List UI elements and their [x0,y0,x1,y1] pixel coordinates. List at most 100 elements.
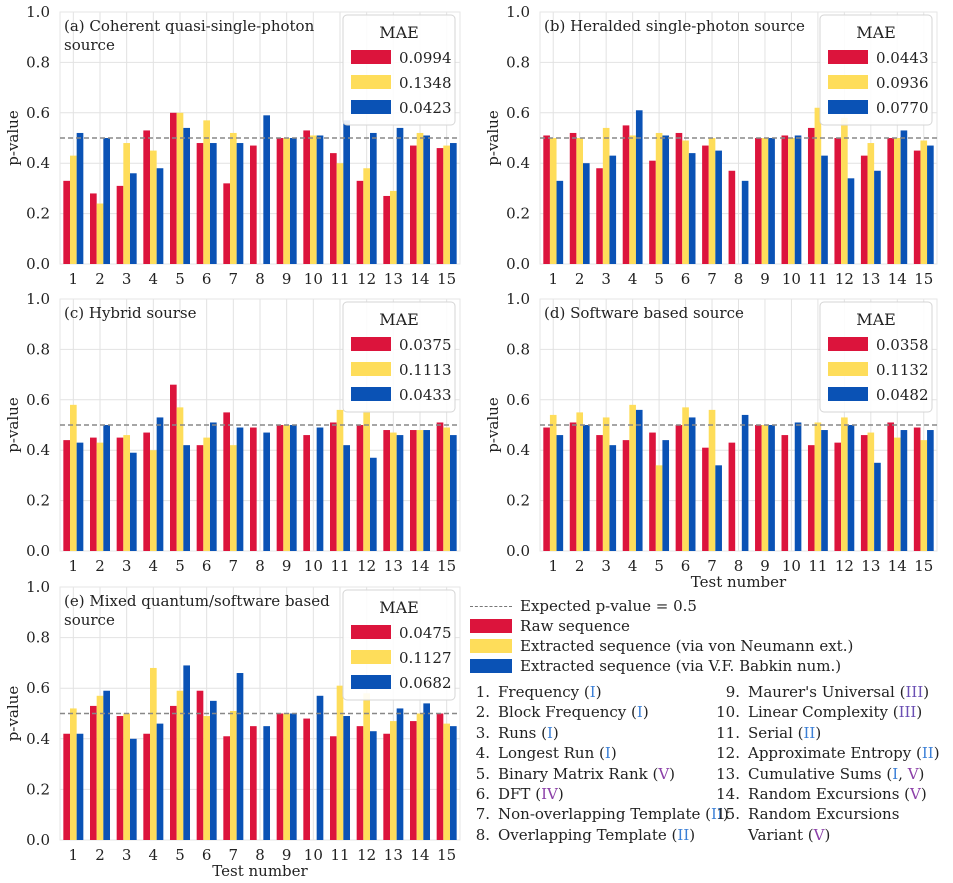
x-tick-label: 13 [384,846,403,864]
x-tick-label: 10 [782,557,801,575]
test-name: Random Excursions [748,785,900,804]
legend-babkin-swatch [470,659,512,673]
test-number: 8. [475,825,490,844]
test-class: (III) [887,703,923,722]
bar-neumann [682,407,689,551]
bar-neumann [283,425,290,551]
bar-neumann [336,163,344,264]
bar-babkin [103,425,110,551]
x-tick-label: 5 [175,557,185,575]
legend-expected-line [470,605,512,607]
bar-raw [436,422,444,551]
bar-raw [143,130,150,264]
test-number: 4. [475,744,490,763]
test-class-label: III [898,703,917,722]
bar-raw [63,180,70,264]
x-tick-label: 9 [760,557,770,575]
legend-raw-swatch [470,619,512,633]
bar-babkin [450,726,457,840]
test-name: Runs [498,723,537,742]
test-class: (V) [803,825,831,844]
y-axis-label: p-value [4,686,22,742]
bar-raw [116,437,124,551]
bar-neumann [390,190,397,264]
bar-neumann [549,414,557,551]
bar-raw [622,125,630,265]
bar-raw [303,435,310,551]
bar-raw [170,112,177,264]
bar-babkin [263,115,270,264]
x-tick-label: 12 [835,270,854,288]
test-item: 11. Serial (II) [716,723,940,743]
bar-babkin [768,425,775,551]
test-item: 14. Random Excursions (V) [716,784,940,804]
test-class: (V) [647,764,676,783]
x-tick-label: 7 [707,270,717,288]
test-class-label: I [604,744,611,763]
x-tick-label: 8 [734,270,744,288]
bar-raw [330,153,337,264]
bar-raw [834,138,842,264]
mae-legend-swatch [828,362,868,376]
mae-legend-value: 0.0482 [876,386,929,404]
x-tick-label: 10 [782,270,801,288]
test-item: 6. DFT (IV) [466,784,729,804]
x-tick-label: 13 [384,270,403,288]
y-axis-label: p-value [4,110,22,166]
mae-legend-box [819,14,933,126]
mae-legend-box [819,301,933,413]
bar-babkin [556,435,564,551]
test-name: Longest Run [498,744,595,763]
test-class-label: V [813,825,825,844]
bar-raw [807,445,815,551]
y-tick-label: 0.4 [506,154,530,172]
mae-legend-title: MAE [379,598,419,617]
bar-raw [702,145,709,264]
y-tick-label: 0.2 [506,492,530,510]
bar-babkin [900,130,908,264]
bar-neumann [602,417,610,551]
test-number: 10. [716,703,740,722]
mae-legend-swatch [828,75,868,89]
bar-neumann [123,713,130,840]
bar-neumann [708,138,716,264]
bar-raw [90,705,97,840]
bar-neumann [176,112,184,264]
bar-raw [543,135,550,264]
mae-legend-swatch [351,675,391,689]
bar-neumann [893,138,901,264]
bar-neumann [602,127,610,264]
panel-title: source [64,611,115,629]
bar-neumann [96,203,104,264]
test-item: 2. Block Frequency (I) [466,702,729,722]
bar-raw [913,427,921,551]
bar-neumann [150,667,157,840]
legend-babkin-label: Extracted sequence (via V.F. Babkin num.… [520,657,842,675]
y-tick-label: 0.8 [506,53,530,71]
bar-raw [728,442,736,551]
bar-babkin [183,445,190,551]
bar-neumann [549,138,557,264]
bar-raw [90,193,97,264]
test-class-label: I [589,683,596,701]
x-tick-label: 11 [808,270,827,288]
bar-raw [170,384,177,551]
legend-expected: Expected p-value = 0.5 [470,597,697,615]
x-tick-label: 6 [681,270,691,288]
bar-raw [543,427,550,551]
bar-babkin [609,445,617,551]
bar-raw [170,705,177,840]
panel-title: (b) Heralded single-photon source [544,17,805,35]
bar-raw [330,422,337,551]
mae-legend-swatch [351,362,391,376]
x-tick-label: 15 [437,270,456,288]
bar-neumann [708,409,716,551]
bar-babkin [263,726,270,840]
x-tick-label: 6 [202,846,212,864]
panel-title: (d) Software based source [544,304,744,322]
bar-babkin [688,417,696,551]
bar-babkin [183,665,190,840]
x-tick-label: 11 [808,557,827,575]
bar-raw [143,733,150,840]
